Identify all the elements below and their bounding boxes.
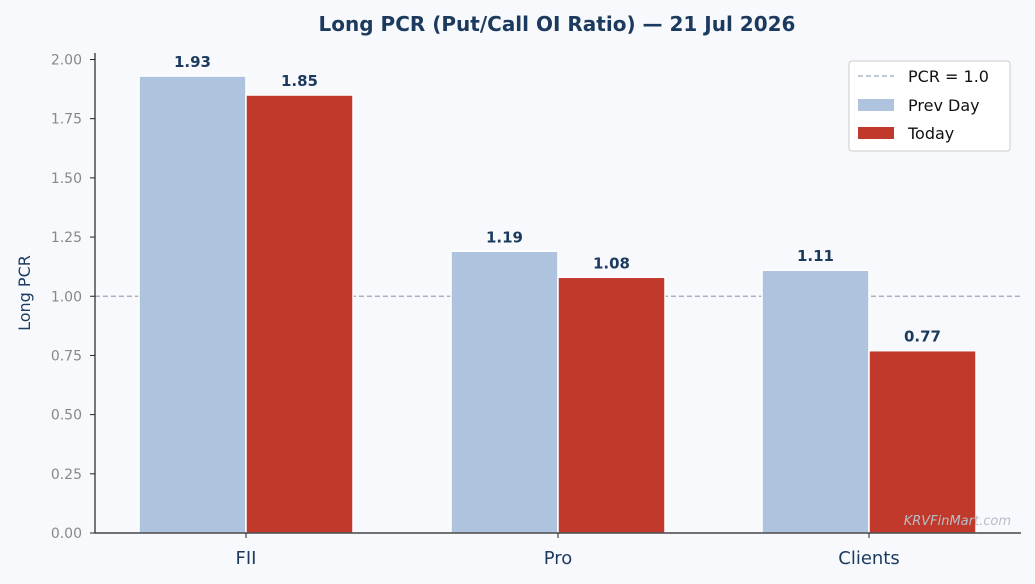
value-label-prev-day-fii: 1.93 [174,53,211,71]
value-label-today-clients: 0.77 [904,328,941,346]
y-tick-label: 0.25 [51,467,82,483]
bar-prev-day-clients [761,269,870,534]
bar-today-fii [245,94,354,534]
x-tick-label-fii: FII [236,548,257,569]
y-tick-label: 0.75 [51,348,82,364]
bar-prev-day-fii [138,75,247,534]
value-label-prev-day-clients: 1.11 [797,247,834,265]
legend-label-today: Today [907,124,954,143]
bar-today-clients [868,349,977,534]
y-tick-label: 2.00 [51,53,82,69]
y-tick-label: 0.50 [51,408,82,424]
chart-title: Long PCR (Put/Call OI Ratio) — 21 Jul 20… [319,12,796,36]
watermark: KRVFinMart.com [904,514,1011,529]
value-label-today-fii: 1.85 [281,72,318,90]
y-tick-label: 1.00 [51,289,82,305]
legend: PCR = 1.0 Prev Day Today [848,60,1011,152]
legend-label-prev-day: Prev Day [908,96,980,115]
value-label-prev-day-pro: 1.19 [486,228,523,246]
y-axis-label: Long PCR [15,255,34,331]
y-tick-label: 1.25 [51,230,82,246]
bar-prev-day-pro [450,250,559,534]
y-tick-label: 1.50 [51,171,82,187]
x-tick-label-pro: Pro [544,548,573,569]
value-labels-layer: 1.93 1.85 1.19 1.08 1.11 0.77 [174,53,941,346]
bar-today-pro [557,276,666,534]
legend-swatch-today [858,127,894,139]
legend-swatch-prev-day [858,99,894,111]
bars-layer [138,75,977,534]
x-tick-label-clients: Clients [838,548,900,569]
y-tick-label: 1.75 [51,112,82,128]
y-tick-label: 0.00 [51,526,82,542]
axes-layer: 0.00 0.25 0.50 0.75 1.00 1.25 1.50 1.75 2.00 FII P… [51,53,1021,569]
legend-label-reference: PCR = 1.0 [908,67,989,86]
value-label-today-pro: 1.08 [593,254,630,272]
